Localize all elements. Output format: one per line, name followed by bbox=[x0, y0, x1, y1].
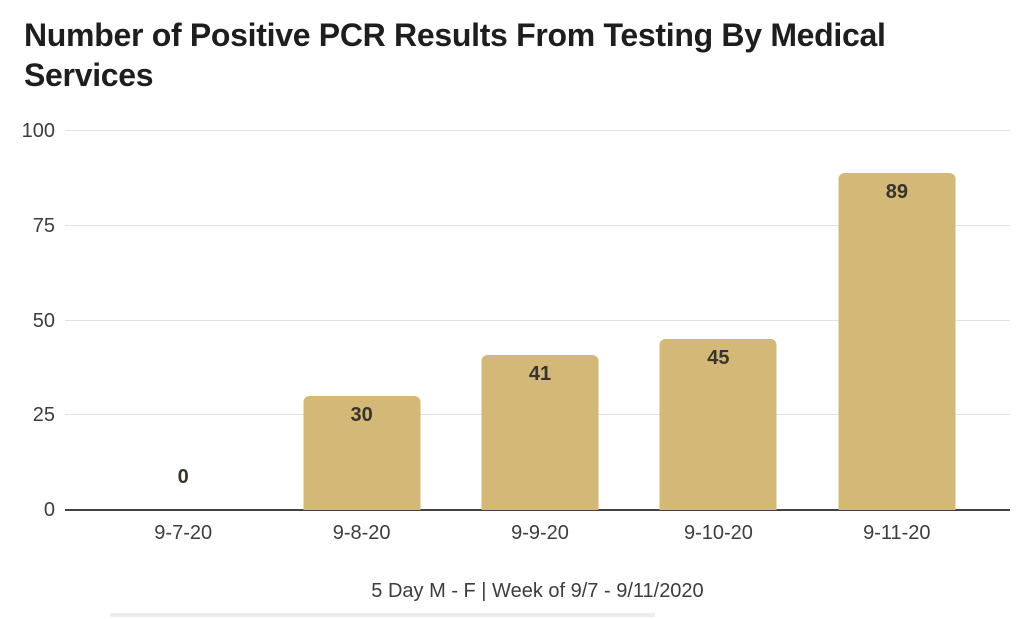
x-axis-line bbox=[65, 509, 1010, 511]
y-tick-label-25: 25 bbox=[32, 404, 55, 427]
bar-slot-9-7-20: 0 bbox=[94, 131, 272, 510]
y-tick-label-100: 100 bbox=[21, 120, 55, 142]
bar-value-label-9-9-20: 41 bbox=[528, 363, 552, 385]
bar-9-9-20 bbox=[481, 355, 599, 510]
bottom-edge-artifact bbox=[110, 613, 655, 617]
y-tick-label-75: 75 bbox=[32, 214, 55, 237]
x-axis-label-9-10-20: 9-10-20 bbox=[683, 522, 753, 544]
bar-9-10-20 bbox=[659, 339, 777, 510]
bar-value-label-9-8-20: 30 bbox=[350, 404, 373, 426]
gridline-100 bbox=[65, 130, 1010, 131]
x-axis-label-9-7-20: 9-7-20 bbox=[154, 522, 213, 544]
chart-subtitle: 5 Day M - F | Week of 9/7 - 9/11/2020 bbox=[371, 580, 704, 602]
x-axis-label-9-9-20: 9-9-20 bbox=[511, 522, 569, 544]
bar-slot-9-11-20: 89 bbox=[808, 131, 986, 510]
bar-series: 0 30 41 45 89 bbox=[94, 131, 986, 510]
bar-slot-9-9-20: 41 bbox=[451, 131, 629, 510]
bar-value-label-9-11-20: 89 bbox=[885, 181, 908, 203]
y-tick-label-50: 50 bbox=[32, 309, 55, 332]
y-tick-label-0: 0 bbox=[43, 499, 55, 521]
bar-value-label-9-10-20: 45 bbox=[707, 347, 730, 369]
chart-title: Number of Positive PCR Results From Test… bbox=[24, 17, 886, 93]
x-axis-label-9-11-20: 9-11-20 bbox=[863, 522, 931, 544]
bar-9-8-20 bbox=[303, 396, 421, 510]
bar-slot-9-8-20: 30 bbox=[272, 131, 450, 510]
gridline-75 bbox=[65, 224, 1010, 226]
bar-slot-9-10-20: 45 bbox=[629, 131, 807, 510]
x-axis-labels: 9-7-20 9-8-20 9-9-20 9-10-20 9-11-20 bbox=[94, 522, 986, 545]
bar-value-label-9-7-20: 0 bbox=[177, 466, 189, 488]
x-axis-label-9-8-20: 9-8-20 bbox=[332, 522, 391, 544]
gridline-50 bbox=[65, 319, 1010, 321]
bar-9-11-20 bbox=[838, 173, 956, 510]
